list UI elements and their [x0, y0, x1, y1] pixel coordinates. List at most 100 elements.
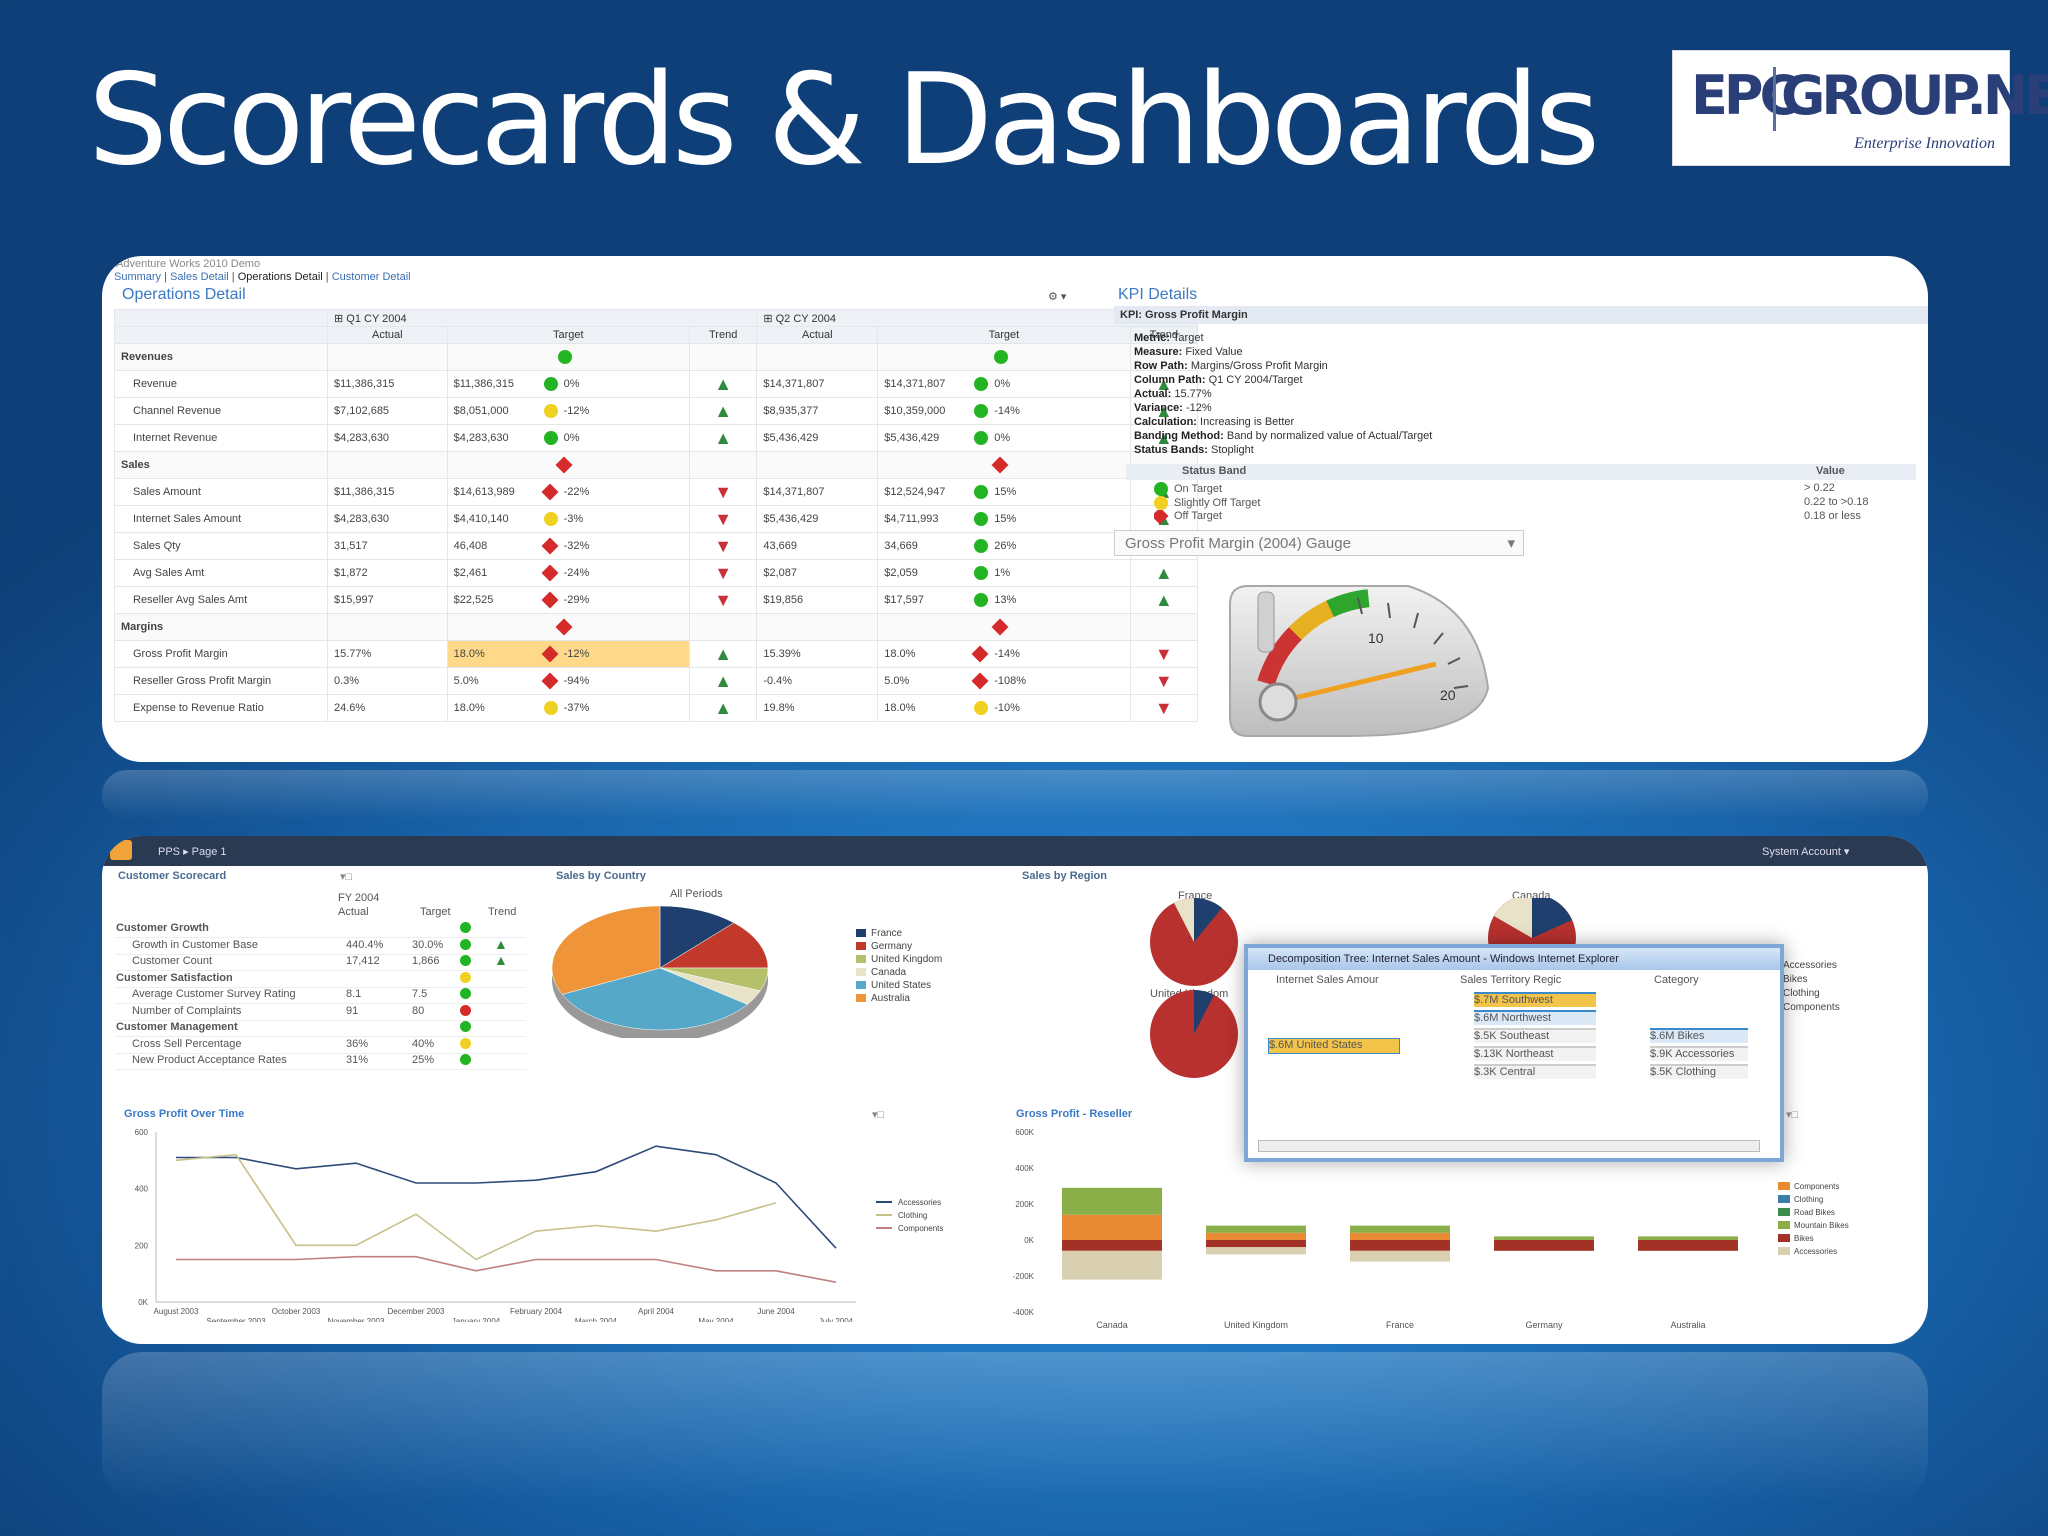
y-tick-label: 200 — [135, 1241, 149, 1250]
gauge-select[interactable]: Gross Profit Margin (2004) Gauge ▾ — [1114, 530, 1524, 556]
scorecard-group-row[interactable]: Margins — [114, 613, 1199, 641]
cs-row[interactable]: Growth in Customer Base 440.4% 30.0% ▲ — [116, 938, 526, 955]
scorecard-row[interactable]: Avg Sales Amt $1,872 $2,461 -24% ▼ $2,087 $2,0… — [114, 559, 1199, 587]
cs-label: Customer Count — [132, 955, 213, 967]
cs-row[interactable]: Customer Count 17,412 1,866 ▲ — [116, 955, 526, 971]
cs-group-row[interactable]: Customer Management — [116, 1021, 526, 1037]
scorecard-row[interactable]: Internet Revenue $4,283,630 $4,283,630 0% ▲ $… — [114, 424, 1199, 452]
y-tick-label: 0K — [1024, 1236, 1034, 1245]
cs-group-row[interactable]: Customer Satisfaction — [116, 971, 526, 988]
target-cell[interactable]: $4,283,630 0% — [446, 424, 690, 452]
cs-row[interactable]: Number of Complaints 91 80 — [116, 1004, 526, 1021]
trend-up-arrow-icon: ▲ — [494, 955, 508, 968]
target-cell[interactable]: $14,371,807 0% — [877, 370, 1131, 398]
site-name: Adventure Works 2010 Demo — [116, 258, 261, 270]
decomp-root-node[interactable]: $.6M United States — [1268, 1038, 1400, 1054]
scorecard-row[interactable]: Gross Profit Margin 15.77% 18.0% -12% ▲ 15.39… — [114, 640, 1199, 668]
scorecard-row[interactable]: Reseller Avg Sales Amt $15,997 $22,525 -29%… — [114, 586, 1199, 614]
cs-row[interactable]: Average Customer Survey Rating 8.1 7.5 — [116, 988, 526, 1004]
status-indicator-icon — [974, 485, 989, 499]
target-cell[interactable]: $2,461 -24% — [446, 559, 690, 587]
decomp-region-node[interactable]: $.7M Southwest — [1474, 992, 1596, 1007]
target-cell[interactable]: 18.0% -14% — [877, 640, 1131, 668]
trend-cell: ▼ — [688, 586, 758, 614]
scorecard-row[interactable]: Internet Sales Amount $4,283,630 $4,410,14… — [114, 505, 1199, 533]
period-header-q2[interactable]: ⊞ Q2 CY 2004 — [756, 309, 1198, 327]
tile-menu-icon[interactable]: ▾□ — [1786, 1109, 1799, 1121]
target-cell[interactable]: $5,436,429 0% — [877, 424, 1131, 452]
scorecard-title: Operations Detail — [122, 286, 246, 303]
cs-row[interactable]: Cross Sell Percentage 36% 40% — [116, 1037, 526, 1054]
breadcrumb: Summary | Sales Detail | Operations Deta… — [114, 271, 411, 283]
decomp-category-node[interactable]: $.9K Accessories — [1650, 1046, 1748, 1061]
epc-group-logo: EPC GROUP.NET Enterprise Innovation — [1672, 50, 2048, 166]
target-cell[interactable]: $2,059 1% — [877, 559, 1131, 587]
scorecard-options-icon[interactable]: ⚙ ▾ — [1048, 291, 1067, 303]
target-cell[interactable]: $12,524,947 15% — [877, 478, 1131, 506]
target-cell[interactable]: $4,711,993 15% — [877, 505, 1131, 533]
target-cell[interactable]: $4,410,140 -3% — [446, 505, 690, 533]
user-menu[interactable]: System Account ▾ — [1762, 846, 1850, 858]
crumb-summary[interactable]: Summary — [114, 271, 162, 283]
target-cell[interactable]: 34,669 26% — [877, 532, 1131, 560]
tile-menu-icon[interactable]: ▾□ — [872, 1109, 885, 1121]
kpi-label: Sales Amount — [114, 478, 328, 506]
decomp-horizontal-scrollbar[interactable] — [1258, 1140, 1760, 1152]
scorecard-group-row[interactable]: Sales — [114, 451, 1199, 479]
crumb-operations-detail[interactable]: Operations Detail — [237, 271, 323, 283]
kpi-field: Column Path: Q1 CY 2004/Target — [1134, 374, 1303, 386]
cs-target: 7.5 — [412, 988, 428, 1000]
period-header-q1[interactable]: ⊞ Q1 CY 2004 — [326, 309, 758, 327]
scorecard-row[interactable]: Sales Qty 31,517 46,408 -32% ▼ 43,669 34,669 26… — [114, 532, 1199, 560]
target-cell[interactable]: 18.0% -12% — [446, 640, 690, 668]
scorecard-row[interactable]: Channel Revenue $7,102,685 $8,051,000 -12% ▲… — [114, 397, 1199, 425]
page-breadcrumb[interactable]: PPS ▸ Page 1 — [158, 846, 227, 858]
tile-menu-icon[interactable]: ▾□ — [340, 871, 353, 883]
crumb-customer-detail[interactable]: Customer Detail — [331, 271, 411, 283]
target-cell[interactable]: 18.0% -37% — [446, 694, 690, 722]
scorecard-row[interactable]: Revenue $11,386,315 $11,386,315 0% ▲ $14,371,… — [114, 370, 1199, 398]
target-cell[interactable]: 5.0% -94% — [446, 667, 690, 695]
target-value: 46,408 — [453, 539, 488, 552]
target-cell[interactable]: $22,525 -29% — [446, 586, 690, 614]
target-cell[interactable]: $11,386,315 0% — [446, 370, 690, 398]
decomp-region-node[interactable]: $.6M Northwest — [1474, 1010, 1596, 1025]
target-cell[interactable]: 46,408 -32% — [446, 532, 690, 560]
cs-group-row[interactable]: Customer Growth — [116, 922, 526, 938]
kpi-field: Measure: Fixed Value — [1134, 346, 1243, 358]
status-indicator-icon — [541, 564, 559, 582]
target-cell[interactable]: $10,359,000 -14% — [877, 397, 1131, 425]
scorecard-row[interactable]: Expense to Revenue Ratio 24.6% 18.0% -37% ▲ 1… — [114, 694, 1199, 722]
cs-row[interactable]: New Product Acceptance Rates 31% 25% — [116, 1054, 526, 1070]
decomp-region-node[interactable]: $.3K Central — [1474, 1064, 1596, 1079]
target-cell[interactable]: 18.0% -10% — [877, 694, 1131, 722]
legend-swatch — [1778, 1234, 1790, 1242]
kpi-field-key: Row Path: — [1134, 360, 1188, 372]
target-value: $11,386,315 — [453, 377, 514, 390]
logo-text-right: GROUP.NET — [1781, 64, 2048, 127]
scorecard-row[interactable]: Sales Amount $11,386,315 $14,613,989 -22% ▼ $… — [114, 478, 1199, 506]
crumb-sales-detail[interactable]: Sales Detail — [170, 271, 229, 283]
variance-value: -32% — [563, 539, 590, 552]
trend-cell: ▲ — [688, 640, 758, 668]
chevron-down-icon: ▾ — [1507, 535, 1515, 552]
target-cell[interactable]: 5.0% -108% — [877, 667, 1131, 695]
target-cell[interactable]: $8,051,000 -12% — [446, 397, 690, 425]
decomp-category-node[interactable]: $.6M Bikes — [1650, 1028, 1748, 1043]
target-cell[interactable]: $14,613,989 -22% — [446, 478, 690, 506]
gauge-hub — [1258, 682, 1298, 722]
status-indicator-icon — [974, 404, 989, 418]
decomp-category-node[interactable]: $.5K Clothing — [1650, 1064, 1748, 1079]
group-cell — [327, 343, 448, 371]
scorecard-row[interactable]: Reseller Gross Profit Margin 0.3% 5.0% -94%… — [114, 667, 1199, 695]
scorecard-group-row[interactable]: Revenues — [114, 343, 1199, 371]
target-cell[interactable]: $17,597 13% — [877, 586, 1131, 614]
decomp-region-node[interactable]: $.5K Southeast — [1474, 1028, 1596, 1043]
decomposition-tree-window[interactable]: Decomposition Tree: Internet Sales Amoun… — [1244, 944, 1784, 1162]
trend-down-arrow-icon: ▼ — [714, 508, 733, 529]
decomp-region-node[interactable]: $.13K Northeast — [1474, 1046, 1596, 1061]
x-tick-label: France — [1386, 1320, 1414, 1330]
col-actual-1: Actual — [327, 326, 448, 344]
pie-slice — [561, 967, 748, 1031]
variance-value: -24% — [563, 566, 590, 579]
